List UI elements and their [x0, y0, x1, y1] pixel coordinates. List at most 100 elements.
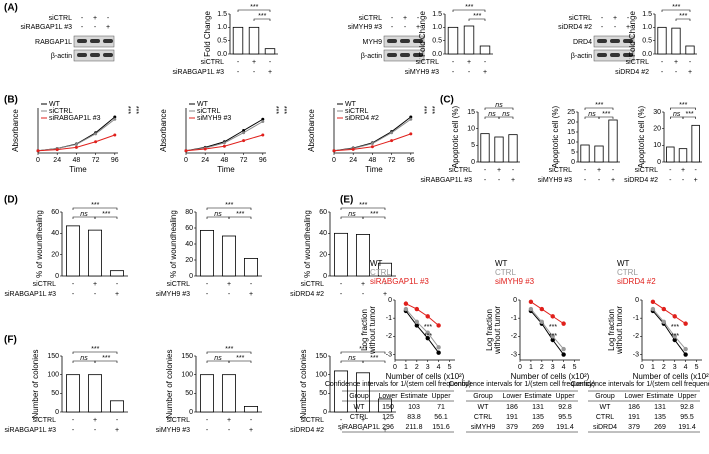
point: [414, 306, 420, 312]
y-axis-label: without tumor: [493, 306, 502, 355]
sig-label: ***: [258, 13, 266, 20]
x-tick-label: 0: [332, 157, 336, 164]
y-axis-label: Number of colonies: [165, 350, 174, 419]
blot-sign: -: [417, 15, 420, 22]
point: [261, 120, 265, 123]
treatment-sign: -: [72, 281, 75, 288]
point: [370, 142, 374, 146]
sig-bracket: [72, 207, 118, 210]
blot-sign: -: [627, 15, 630, 22]
point: [390, 139, 394, 143]
table-col: Lower: [378, 393, 398, 400]
blot-sign: -: [614, 24, 617, 31]
sig-bracket: [498, 116, 514, 119]
bar: [199, 374, 214, 413]
band-label: DRD4: [573, 39, 592, 46]
bar: [480, 133, 490, 163]
point: [550, 337, 555, 343]
table-cell: 379: [628, 424, 640, 431]
treatment-label: siCTRL: [416, 59, 439, 66]
series-line: [405, 303, 439, 326]
point: [661, 319, 667, 325]
x-tick-label: 5: [573, 364, 577, 371]
sig-label: ***: [225, 346, 233, 353]
x-tick-label: 1: [529, 364, 533, 371]
blot-sign: -: [81, 24, 84, 31]
bar: [377, 398, 392, 413]
table-cell: siDRD4: [593, 424, 617, 431]
bar: [66, 374, 81, 413]
treatment-label: siCTRL: [635, 167, 658, 174]
y-tick-label: -2: [386, 333, 392, 340]
point: [242, 139, 246, 143]
treatment-sign: -: [452, 69, 455, 76]
treatment-sign: -: [669, 167, 672, 174]
table-cell: 269: [532, 424, 544, 431]
bar: [608, 119, 618, 163]
treatment-label: siRABGAP1L #3: [173, 69, 225, 76]
treatment-label: siCTRL: [549, 167, 572, 174]
legend-label: siMYH9 #3: [495, 277, 535, 286]
sig-label: ***: [679, 102, 687, 109]
y-axis-label: Log fraction: [360, 309, 369, 351]
treatment-sign: -: [498, 177, 501, 184]
blot-row-label: siCTRL: [569, 15, 592, 22]
table-cell: siRABGAP1L: [338, 424, 380, 431]
point: [409, 132, 413, 136]
y-tick-label: 0: [388, 297, 392, 304]
bar: [479, 45, 491, 55]
treatment-sign: +: [694, 177, 698, 184]
bar: [88, 229, 103, 277]
table-header: Confidence intervals for 1/(stem cell fr…: [325, 381, 471, 388]
blot-sign: -: [404, 24, 407, 31]
legend-label: WT: [495, 259, 508, 268]
y-tick-label: 10: [653, 142, 661, 149]
bar: [333, 370, 348, 413]
y-tick-label: 0: [189, 409, 193, 416]
bar: [264, 48, 276, 55]
sig-label: ns: [488, 111, 496, 118]
treatment-label: siRABGAP1L #3: [5, 291, 57, 298]
y-axis-label: Log fraction: [607, 309, 616, 351]
y-tick-label: 0: [189, 273, 193, 280]
y-tick-label: 50: [51, 390, 59, 397]
blot-band: [597, 39, 607, 43]
point: [403, 301, 409, 306]
y-axis-label: Absorbance: [307, 109, 316, 152]
sig-label: ***: [102, 211, 110, 218]
treatment-sign: -: [598, 177, 601, 184]
point: [113, 117, 117, 121]
bar: [685, 45, 695, 55]
blot-sign: -: [391, 15, 394, 22]
x-axis-label: Time: [365, 165, 383, 174]
blot-band: [413, 39, 423, 43]
table-col: Group: [349, 393, 369, 400]
point: [390, 131, 394, 135]
y-axis-label: Apoptotic cell (%): [551, 106, 560, 169]
panel-label: (A): [4, 3, 18, 14]
treatment-sign: +: [93, 417, 97, 424]
table-cell: WT: [600, 404, 612, 411]
table-col: Estimate: [646, 393, 673, 400]
blot-row-label: siCTRL: [49, 15, 72, 22]
treatment-sign: +: [93, 281, 97, 288]
sig-label: ***: [685, 111, 693, 118]
treatment-sign: +: [383, 427, 387, 434]
sig-label: ns: [348, 211, 356, 218]
table-header: Confidence intervals for 1/(stem cell fr…: [449, 381, 595, 388]
annotation: ***: [420, 106, 427, 114]
x-tick-label: 2: [540, 364, 544, 371]
table-cell: 150: [382, 404, 394, 411]
y-tick-label: 1.0: [642, 24, 652, 31]
y-tick-label: 0.5: [642, 38, 652, 45]
point: [36, 149, 40, 153]
table-col: Lower: [502, 393, 522, 400]
y-tick-label: 20: [51, 252, 59, 259]
x-tick-label: 0: [36, 157, 40, 164]
sig-bracket: [228, 360, 252, 363]
x-axis-label: Number of cells (x10²): [633, 372, 709, 381]
treatment-sign: -: [661, 59, 664, 66]
panel-label: (F): [4, 335, 17, 346]
treatment-sign: -: [228, 427, 231, 434]
treatment-sign: -: [675, 69, 678, 76]
